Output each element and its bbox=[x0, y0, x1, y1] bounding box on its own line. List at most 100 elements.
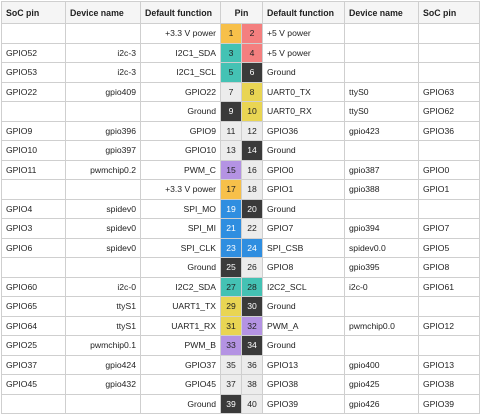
left-device-name-cell: spidev0 bbox=[65, 237, 141, 258]
right-soc-pin-cell bbox=[418, 62, 480, 83]
right-soc-pin-cell: GPIO62 bbox=[418, 101, 480, 122]
left-device-name-cell bbox=[65, 257, 141, 278]
left-pin-number-cell: 25 bbox=[220, 257, 242, 278]
left-default-function-cell: GPIO9 bbox=[140, 120, 221, 141]
right-pin-number-cell: 40 bbox=[241, 393, 263, 414]
right-soc-pin-cell: GPIO8 bbox=[418, 257, 480, 278]
left-pin-number-cell: 21 bbox=[220, 218, 242, 239]
left-soc-pin-cell: GPIO65 bbox=[1, 296, 66, 317]
right-device-name-cell bbox=[344, 296, 419, 317]
right-device-name-cell: gpio387 bbox=[344, 159, 419, 180]
right-default-function-cell: GPIO1 bbox=[262, 179, 345, 200]
right-pin-number-cell: 18 bbox=[241, 179, 263, 200]
left-device-name-cell: ttyS1 bbox=[65, 315, 141, 336]
right-soc-pin-cell bbox=[418, 42, 480, 63]
right-soc-pin-cell bbox=[418, 296, 480, 317]
left-default-function-cell: GPIO22 bbox=[140, 81, 221, 102]
table-row: +3.3 V power 1 2 +5 V power bbox=[1, 23, 480, 44]
left-soc-pin-cell: GPIO11 bbox=[1, 159, 66, 180]
right-device-name-cell bbox=[344, 62, 419, 83]
table-row: GPIO10 gpio397 GPIO10 13 14 Ground bbox=[1, 140, 480, 161]
header-left-device-name: Device name bbox=[65, 1, 141, 24]
right-pin-number-cell: 8 bbox=[241, 81, 263, 102]
right-soc-pin-cell: GPIO38 bbox=[418, 374, 480, 395]
left-pin-number-cell: 37 bbox=[220, 374, 242, 395]
right-pin-number-cell: 10 bbox=[241, 101, 263, 122]
right-soc-pin-cell bbox=[418, 335, 480, 356]
table-row: GPIO3 spidev0 SPI_MI 21 22 GPIO7 gpio394 GPIO7 bbox=[1, 218, 480, 239]
left-pin-number-cell: 33 bbox=[220, 335, 242, 356]
left-default-function-cell: +3.3 V power bbox=[140, 23, 221, 44]
right-device-name-cell: i2c-0 bbox=[344, 276, 419, 297]
left-device-name-cell: pwmchip0.2 bbox=[65, 159, 141, 180]
right-default-function-cell: UART0_TX bbox=[262, 81, 345, 102]
right-device-name-cell bbox=[344, 335, 419, 356]
left-device-name-cell bbox=[65, 393, 141, 414]
right-soc-pin-cell bbox=[418, 23, 480, 44]
table-row: Ground 9 10 UART0_RX ttyS0 GPIO62 bbox=[1, 101, 480, 122]
right-default-function-cell: GPIO0 bbox=[262, 159, 345, 180]
right-device-name-cell: gpio400 bbox=[344, 354, 419, 375]
left-soc-pin-cell bbox=[1, 393, 66, 414]
left-device-name-cell: gpio396 bbox=[65, 120, 141, 141]
left-device-name-cell: ttyS1 bbox=[65, 296, 141, 317]
header-right-default-function: Default function bbox=[262, 1, 345, 24]
left-soc-pin-cell bbox=[1, 257, 66, 278]
right-default-function-cell: UART0_RX bbox=[262, 101, 345, 122]
left-pin-number-cell: 9 bbox=[220, 101, 242, 122]
left-default-function-cell: PWM_C bbox=[140, 159, 221, 180]
right-pin-number-cell: 14 bbox=[241, 140, 263, 161]
right-pin-number-cell: 2 bbox=[241, 23, 263, 44]
left-device-name-cell: i2c-3 bbox=[65, 42, 141, 63]
left-soc-pin-cell: GPIO4 bbox=[1, 198, 66, 219]
right-soc-pin-cell: GPIO12 bbox=[418, 315, 480, 336]
left-pin-number-cell: 29 bbox=[220, 296, 242, 317]
left-pin-number-cell: 3 bbox=[220, 42, 242, 63]
left-default-function-cell: GPIO10 bbox=[140, 140, 221, 161]
right-device-name-cell bbox=[344, 198, 419, 219]
left-soc-pin-cell: GPIO9 bbox=[1, 120, 66, 141]
table-row: +3.3 V power 17 18 GPIO1 gpio388 GPIO1 bbox=[1, 179, 480, 200]
right-soc-pin-cell bbox=[418, 140, 480, 161]
right-pin-number-cell: 30 bbox=[241, 296, 263, 317]
left-device-name-cell bbox=[65, 23, 141, 44]
right-default-function-cell: I2C2_SCL bbox=[262, 276, 345, 297]
right-device-name-cell: gpio425 bbox=[344, 374, 419, 395]
left-device-name-cell: gpio409 bbox=[65, 81, 141, 102]
right-device-name-cell: gpio394 bbox=[344, 218, 419, 239]
right-soc-pin-cell: GPIO13 bbox=[418, 354, 480, 375]
right-device-name-cell bbox=[344, 140, 419, 161]
left-soc-pin-cell: GPIO60 bbox=[1, 276, 66, 297]
right-device-name-cell bbox=[344, 42, 419, 63]
left-device-name-cell: i2c-3 bbox=[65, 62, 141, 83]
right-soc-pin-cell: GPIO7 bbox=[418, 218, 480, 239]
right-default-function-cell: Ground bbox=[262, 62, 345, 83]
left-pin-number-cell: 15 bbox=[220, 159, 242, 180]
left-default-function-cell: +3.3 V power bbox=[140, 179, 221, 200]
right-default-function-cell: GPIO8 bbox=[262, 257, 345, 278]
left-soc-pin-cell: GPIO53 bbox=[1, 62, 66, 83]
left-device-name-cell: i2c-0 bbox=[65, 276, 141, 297]
left-soc-pin-cell bbox=[1, 23, 66, 44]
left-default-function-cell: Ground bbox=[140, 393, 221, 414]
left-soc-pin-cell: GPIO52 bbox=[1, 42, 66, 63]
right-pin-number-cell: 26 bbox=[241, 257, 263, 278]
right-pin-number-cell: 6 bbox=[241, 62, 263, 83]
left-pin-number-cell: 39 bbox=[220, 393, 242, 414]
right-soc-pin-cell: GPIO39 bbox=[418, 393, 480, 414]
left-default-function-cell: PWM_B bbox=[140, 335, 221, 356]
table-row: GPIO11 pwmchip0.2 PWM_C 15 16 GPIO0 gpio387 GPI… bbox=[1, 159, 480, 180]
left-pin-number-cell: 5 bbox=[220, 62, 242, 83]
right-soc-pin-cell: GPIO5 bbox=[418, 237, 480, 258]
left-default-function-cell: UART1_TX bbox=[140, 296, 221, 317]
left-soc-pin-cell: GPIO37 bbox=[1, 354, 66, 375]
table-row: GPIO52 i2c-3 I2C1_SDA 3 4 +5 V power bbox=[1, 42, 480, 63]
right-pin-number-cell: 38 bbox=[241, 374, 263, 395]
right-device-name-cell: spidev0.0 bbox=[344, 237, 419, 258]
right-default-function-cell: +5 V power bbox=[262, 42, 345, 63]
left-pin-number-cell: 11 bbox=[220, 120, 242, 141]
header-left-soc-pin: SoC pin bbox=[1, 1, 66, 24]
right-device-name-cell: ttyS0 bbox=[344, 101, 419, 122]
right-pin-number-cell: 12 bbox=[241, 120, 263, 141]
left-default-function-cell: GPIO37 bbox=[140, 354, 221, 375]
